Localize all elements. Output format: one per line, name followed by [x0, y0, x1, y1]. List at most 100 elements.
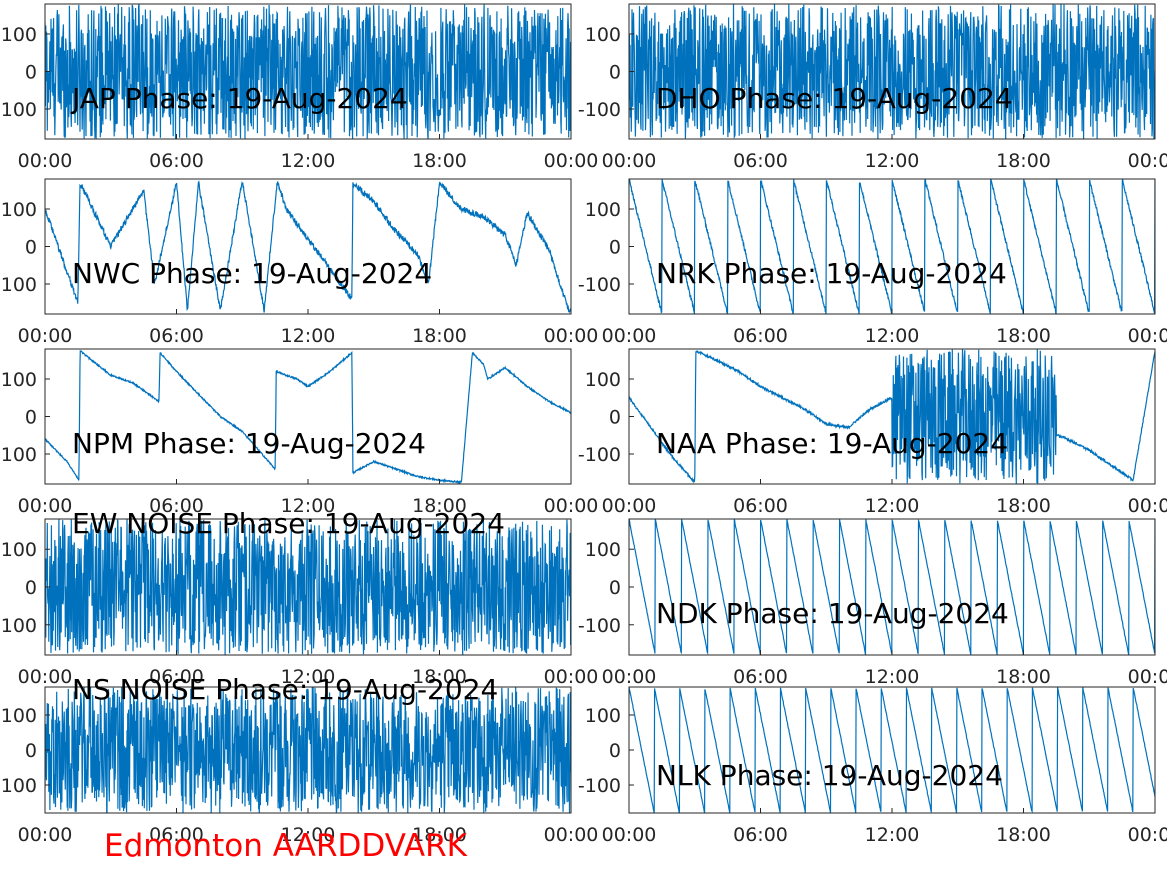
panel-title: NPM Phase: 19-Aug-2024 — [72, 427, 426, 460]
phase-trace — [629, 4, 1155, 139]
x-tick-label: 18:00 — [996, 495, 1051, 517]
x-tick-label: 06:00 — [149, 666, 204, 688]
panel-title: NDK Phase: 19-Aug-2024 — [656, 597, 1009, 630]
x-tick-label: 18:00 — [412, 495, 467, 517]
x-tick-label: 18:00 — [996, 150, 1051, 172]
x-tick-label: 18:00 — [996, 325, 1051, 347]
y-tick-label: 100 — [585, 24, 621, 46]
panel-title: DHO Phase: 19-Aug-2024 — [656, 82, 1013, 115]
y-tick-label: 100 — [585, 539, 621, 561]
x-tick-label: 06:00 — [733, 824, 788, 846]
x-tick-label: 00:00 — [1128, 495, 1167, 517]
x-tick-label: 00:00 — [544, 666, 599, 688]
panel-1: 00:00 06:00 12:00 18:00 00:00 100 0 -100 JAP Pha… — [0, 3, 599, 172]
x-tick-label: 12:00 — [281, 325, 336, 347]
x-tick-label: 06:00 — [149, 325, 204, 347]
panel-7: 00:00 06:00 12:00 18:00 00:00 100 0 -100 EW NOIS… — [0, 507, 598, 688]
y-tick-label: -100 — [578, 444, 621, 466]
x-tick-label: 00:00 — [602, 495, 657, 517]
x-tick-label: 00:00 — [18, 150, 73, 172]
x-tick-label: 00:00 — [1128, 666, 1167, 688]
x-tick-label: 18:00 — [996, 666, 1051, 688]
y-tick-label: 100 — [1, 369, 37, 391]
phase-trace — [629, 179, 1155, 314]
y-tick-label: -100 — [578, 615, 621, 637]
y-tick-label: 100 — [585, 369, 621, 391]
x-tick-label: 12:00 — [865, 666, 920, 688]
phase-trace — [45, 687, 571, 813]
x-tick-label: 00:00 — [18, 495, 73, 517]
x-tick-label: 18:00 — [412, 150, 467, 172]
panel-title: JAP Phase: 19-Aug-2024 — [70, 82, 408, 115]
x-tick-label: 18:00 — [996, 824, 1051, 846]
axes-box — [44, 178, 572, 315]
x-tick-label: 18:00 — [412, 666, 467, 688]
x-tick-label: 06:00 — [733, 495, 788, 517]
x-tick-label: 00:00 — [602, 150, 657, 172]
y-tick-label: 0 — [25, 237, 37, 259]
panel-title: NS NOISE Phase: 19-Aug-2024 — [72, 673, 498, 706]
x-tick-label: 00:00 — [18, 824, 73, 846]
phase-trace — [45, 180, 571, 314]
y-tick-label: 100 — [1, 24, 37, 46]
panel-2: 00:00 06:00 12:00 18:00 00:00 100 0 -100 DHO Pha… — [578, 3, 1167, 172]
y-tick-label: 100 — [585, 199, 621, 221]
x-tick-label: 00:00 — [602, 325, 657, 347]
x-tick-label: 00:00 — [18, 325, 73, 347]
x-tick-label: 00:00 — [602, 666, 657, 688]
phase-trace — [629, 687, 1155, 813]
x-tick-label: 12:00 — [281, 666, 336, 688]
x-tick-label: 00:00 — [1128, 150, 1167, 172]
x-tick-label: 18:00 — [412, 824, 467, 846]
x-tick-label: 00:00 — [544, 824, 599, 846]
y-tick-label: -100 — [0, 274, 37, 296]
panel-title: NLK Phase: 19-Aug-2024 — [656, 759, 1003, 792]
y-tick-label: 0 — [25, 577, 37, 599]
phase-trace — [629, 349, 1155, 484]
y-tick-label: 100 — [1, 539, 37, 561]
y-tick-label: -100 — [578, 775, 621, 797]
x-tick-label: 12:00 — [865, 150, 920, 172]
x-tick-label: 12:00 — [865, 495, 920, 517]
x-tick-label: 06:00 — [733, 150, 788, 172]
x-tick-label: 12:00 — [281, 824, 336, 846]
y-tick-label: 0 — [609, 62, 621, 84]
phase-trace — [45, 349, 571, 484]
y-tick-label: 0 — [25, 62, 37, 84]
x-tick-label: 00:00 — [602, 824, 657, 846]
y-tick-label: 100 — [585, 705, 621, 727]
x-tick-label: 06:00 — [733, 325, 788, 347]
x-tick-label: 00:00 — [544, 150, 599, 172]
panel-8: 00:00 06:00 12:00 18:00 00:00 100 0 -100 NDK Pha… — [578, 518, 1167, 688]
panel-title: NAA Phase: 19-Aug-2024 — [656, 427, 1008, 460]
x-tick-label: 00:00 — [1128, 325, 1167, 347]
y-tick-label: -100 — [578, 99, 621, 121]
x-tick-label: 12:00 — [281, 150, 336, 172]
y-tick-label: -100 — [578, 274, 621, 296]
x-tick-label: 12:00 — [281, 495, 336, 517]
y-tick-label: 0 — [609, 740, 621, 762]
x-tick-label: 06:00 — [149, 824, 204, 846]
panel-4: 00:00 06:00 12:00 18:00 00:00 100 0 -100 NRK Pha… — [578, 178, 1167, 347]
axes-box — [44, 348, 572, 485]
x-tick-label: 00:00 — [18, 666, 73, 688]
x-tick-label: 18:00 — [412, 325, 467, 347]
panel-title: NRK Phase: 19-Aug-2024 — [656, 257, 1007, 290]
y-tick-label: 0 — [609, 407, 621, 429]
y-tick-label: 0 — [25, 740, 37, 762]
y-tick-label: 100 — [1, 705, 37, 727]
y-tick-label: 0 — [25, 407, 37, 429]
x-tick-label: 00:00 — [544, 325, 599, 347]
y-tick-label: -100 — [0, 444, 37, 466]
x-tick-label: 00:00 — [1128, 824, 1167, 846]
y-tick-label: -100 — [0, 615, 37, 637]
y-tick-label: -100 — [0, 775, 37, 797]
x-tick-label: 06:00 — [149, 495, 204, 517]
x-tick-label: 12:00 — [865, 325, 920, 347]
panel-5: 00:00 06:00 12:00 18:00 00:00 100 0 -100 NPM Pha… — [0, 348, 598, 517]
phase-trace — [629, 519, 1155, 655]
station-label: Edmonton AARDDVARK — [104, 828, 468, 864]
phase-trace — [45, 519, 571, 655]
panel-9: 00:00 06:00 12:00 18:00 00:00 100 0 -100 NS NOIS… — [0, 673, 598, 846]
